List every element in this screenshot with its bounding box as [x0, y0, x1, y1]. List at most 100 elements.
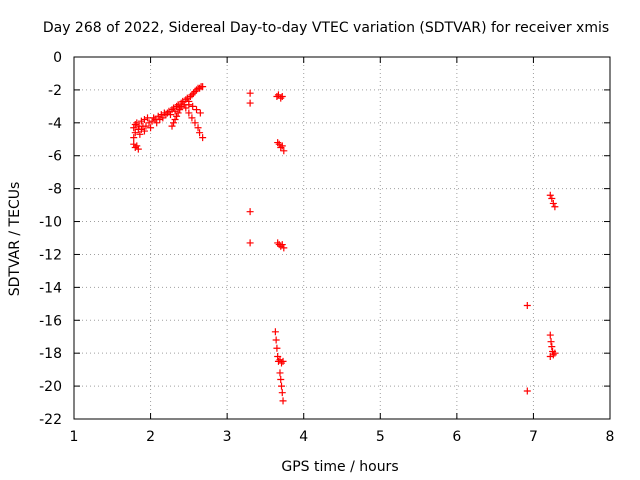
data-point	[140, 127, 148, 135]
data-point	[130, 124, 138, 132]
data-point	[131, 120, 139, 128]
data-point	[196, 84, 204, 92]
tick-layer: 1 2 3 4 5 6 7 8 0 -2 -4 -6 -8 -10 -12 -14 -16 -18 -20 -22	[39, 50, 614, 445]
data-point	[188, 114, 196, 122]
data-point	[549, 351, 557, 359]
grid-layer	[74, 57, 610, 419]
data-point	[523, 301, 531, 309]
data-point	[156, 116, 164, 124]
data-point	[276, 369, 284, 377]
data-point	[191, 119, 199, 127]
data-point	[278, 142, 286, 150]
data-point	[173, 112, 181, 120]
data-point	[168, 122, 176, 130]
data-point	[130, 134, 138, 142]
data-point	[144, 114, 152, 122]
data-point	[278, 359, 286, 367]
data-point	[189, 89, 197, 97]
data-point	[166, 111, 174, 119]
data-point	[163, 109, 171, 117]
data-point	[170, 104, 178, 112]
y-tick-label: -16	[39, 313, 62, 329]
data-point	[153, 119, 161, 127]
y-tick-label: -6	[48, 149, 62, 165]
y-tick-label: -22	[39, 412, 62, 428]
y-tick-label: -4	[48, 116, 62, 132]
data-point	[170, 119, 178, 127]
data-point	[546, 191, 554, 199]
data-point	[150, 114, 158, 122]
data-point	[246, 99, 254, 107]
data-point	[196, 109, 204, 117]
data-point	[142, 122, 150, 130]
x-tick-label: 8	[606, 429, 615, 445]
data-point	[185, 101, 193, 109]
data-point	[551, 349, 559, 357]
data-point	[159, 114, 167, 122]
data-point	[136, 130, 144, 138]
data-point	[279, 397, 287, 405]
data-point	[551, 203, 559, 211]
data-point	[278, 382, 286, 390]
data-point	[174, 109, 182, 117]
data-point	[130, 140, 138, 148]
data-point	[547, 338, 555, 346]
data-point	[276, 356, 284, 364]
x-tick-label: 1	[70, 429, 79, 445]
data-point	[131, 144, 139, 151]
data-point	[277, 94, 285, 102]
data-point	[199, 134, 207, 142]
data-point	[278, 241, 286, 249]
data-point	[177, 102, 185, 110]
y-tick-label: -18	[39, 346, 62, 362]
data-point	[278, 92, 286, 100]
data-point	[182, 96, 190, 104]
y-tick-label: -2	[48, 83, 62, 99]
data-point	[154, 112, 162, 120]
data-point	[279, 357, 287, 365]
data-point	[140, 116, 148, 124]
data-point	[278, 389, 286, 397]
data-point	[188, 91, 196, 99]
x-axis-label: GPS time / hours	[281, 459, 398, 475]
chart-title: Day 268 of 2022, Sidereal Day-to-day VTE…	[43, 20, 609, 36]
y-axis-label: SDTVAR / TECUs	[7, 182, 23, 297]
data-point	[186, 92, 194, 100]
x-tick-label: 7	[529, 429, 538, 445]
data-point	[194, 124, 202, 132]
data-point	[548, 343, 556, 351]
data-point	[185, 109, 193, 117]
data-point	[176, 106, 184, 114]
data-point	[523, 387, 531, 395]
data-point	[168, 106, 176, 114]
data-point	[546, 352, 554, 360]
data-point	[275, 140, 283, 148]
x-tick-label: 4	[299, 429, 308, 445]
data-point	[549, 199, 557, 207]
data-point	[147, 124, 155, 132]
data-point	[280, 244, 288, 252]
data-point	[174, 101, 182, 109]
data-point	[193, 106, 201, 114]
x-tick-label: 2	[146, 429, 155, 445]
data-point	[280, 147, 288, 155]
data-point	[137, 117, 145, 125]
data-point	[189, 102, 197, 110]
x-tick-label: 5	[376, 429, 385, 445]
y-tick-label: -12	[39, 247, 62, 263]
data-point	[193, 86, 201, 94]
data-point	[134, 145, 142, 153]
data-point	[246, 239, 254, 247]
x-tick-label: 3	[223, 429, 232, 445]
x-tick-label: 6	[452, 429, 461, 445]
data-point	[171, 107, 179, 115]
data-point	[191, 88, 199, 96]
data-point	[272, 336, 280, 344]
data-point	[274, 139, 282, 147]
y-tick-label: -20	[39, 379, 62, 395]
data-point	[196, 129, 204, 137]
data-point	[179, 97, 187, 105]
data-point	[273, 344, 281, 352]
y-tick-label: -14	[39, 280, 62, 296]
